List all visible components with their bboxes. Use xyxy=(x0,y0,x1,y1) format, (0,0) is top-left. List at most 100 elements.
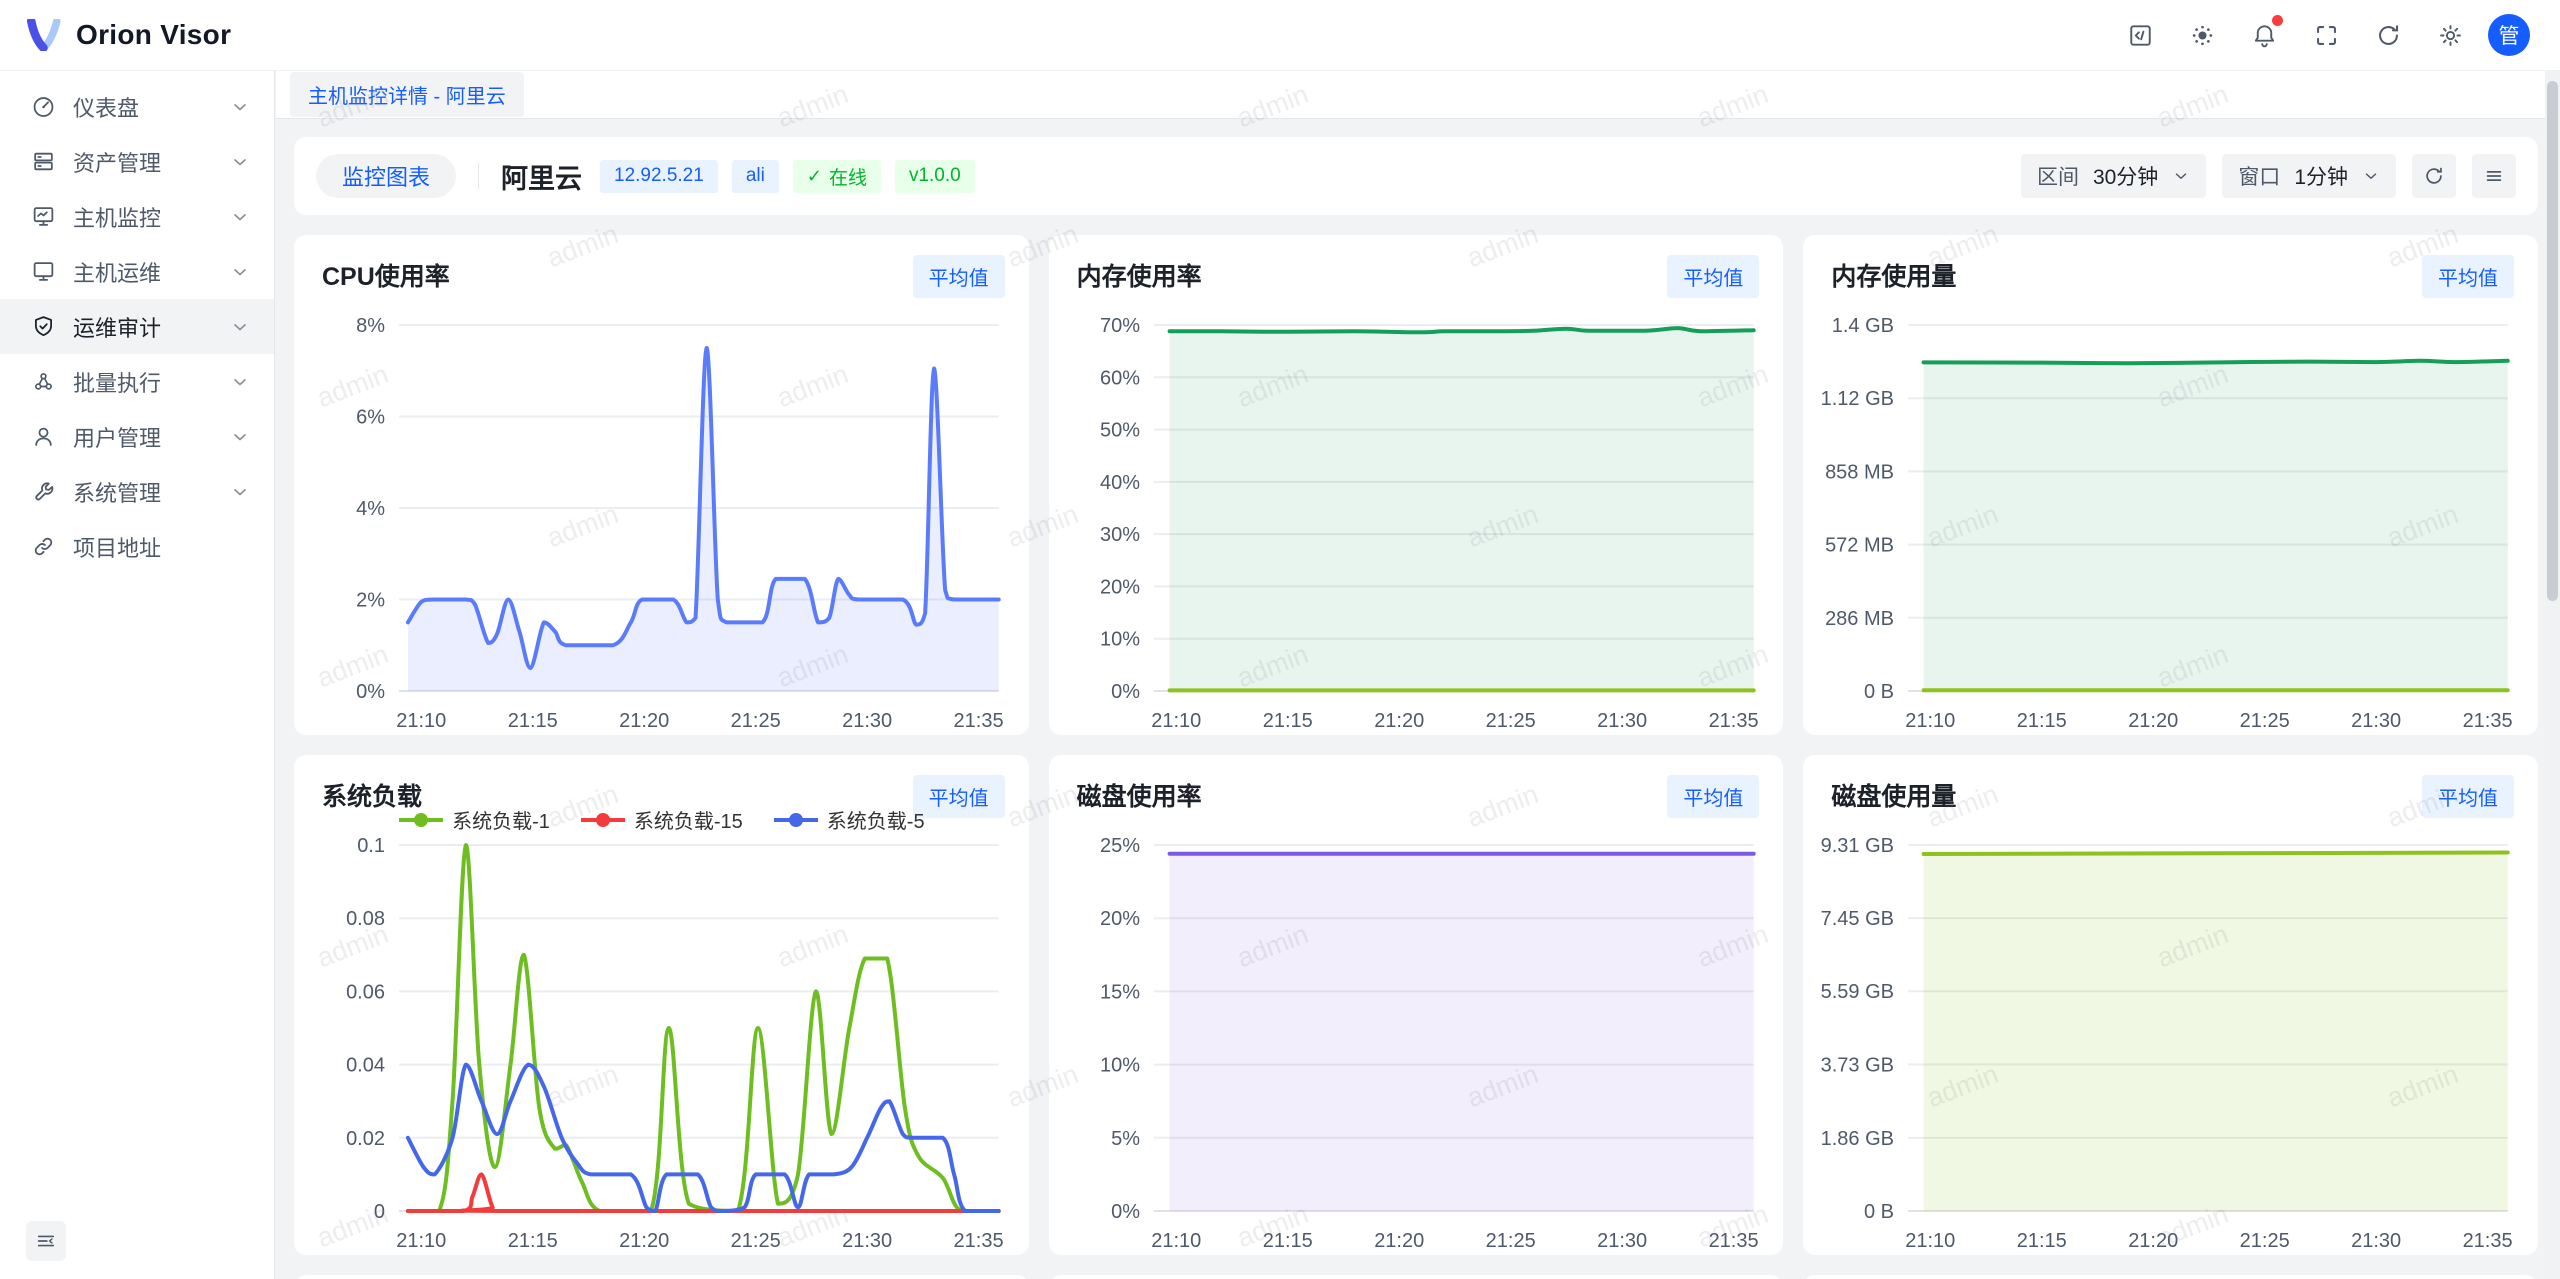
svg-text:21:20: 21:20 xyxy=(1374,1230,1424,1252)
svg-text:21:25: 21:25 xyxy=(2240,710,2290,732)
svg-text:21:25: 21:25 xyxy=(731,1230,781,1252)
host-version-tag: v1.0.0 xyxy=(895,160,975,193)
svg-text:21:35: 21:35 xyxy=(1708,1230,1758,1252)
chart-card xyxy=(1049,1275,1784,1279)
svg-text:15%: 15% xyxy=(1100,981,1140,1003)
svg-text:21:35: 21:35 xyxy=(1708,710,1758,732)
chevron-down-icon xyxy=(230,262,250,282)
brand[interactable]: Orion Visor xyxy=(26,19,231,51)
legend-item[interactable]: 系统负载-1 xyxy=(398,805,550,834)
svg-text:21:25: 21:25 xyxy=(731,710,781,732)
sidebar-item-system[interactable]: 系统管理 xyxy=(0,464,274,519)
svg-text:286 MB: 286 MB xyxy=(1825,608,1894,630)
svg-text:0%: 0% xyxy=(356,681,385,703)
settings-button[interactable] xyxy=(2426,11,2474,59)
chevron-down-icon xyxy=(230,372,250,392)
refresh-button[interactable] xyxy=(2364,11,2412,59)
chart-title: CPU使用率 xyxy=(322,257,450,293)
sidebar-item-label: 运维审计 xyxy=(73,311,230,343)
menu-icon xyxy=(2483,165,2505,187)
monitor-chart-tab-button[interactable]: 监控图表 xyxy=(316,154,456,198)
bell-button[interactable] xyxy=(2240,11,2288,59)
sidebar-item-host-ops[interactable]: 主机运维 xyxy=(0,244,274,299)
svg-text:20%: 20% xyxy=(1100,908,1140,930)
refresh-icon xyxy=(2375,22,2402,49)
window-value: 1分钟 xyxy=(2294,161,2348,191)
sidebar-item-link[interactable]: 项目地址 xyxy=(0,519,274,574)
range-select[interactable]: 区间 30分钟 xyxy=(2021,154,2206,198)
svg-text:60%: 60% xyxy=(1100,367,1140,389)
svg-text:21:10: 21:10 xyxy=(1906,710,1956,732)
svg-text:21:30: 21:30 xyxy=(2351,1230,2401,1252)
svg-text:50%: 50% xyxy=(1100,420,1140,442)
chart-card-3: 系统负载 平均值 系统负载-1系统负载-15系统负载-5 00.020.040.… xyxy=(294,755,1029,1255)
sidebar-item-dashboard[interactable]: 仪表盘 xyxy=(0,79,274,134)
sidebar-item-label: 主机监控 xyxy=(73,201,230,233)
chart-title: 磁盘使用率 xyxy=(1077,777,1202,813)
svg-text:21:30: 21:30 xyxy=(1597,1230,1647,1252)
legend-item[interactable]: 系统负载-15 xyxy=(580,805,743,834)
svg-text:21:10: 21:10 xyxy=(1151,1230,1201,1252)
svg-text:0.04: 0.04 xyxy=(346,1055,385,1077)
chart-title: 内存使用率 xyxy=(1077,257,1202,293)
theme-button[interactable] xyxy=(2178,11,2226,59)
svg-text:0: 0 xyxy=(374,1201,385,1223)
window-select[interactable]: 窗口 1分钟 xyxy=(2222,154,2396,198)
svg-text:10%: 10% xyxy=(1100,1055,1140,1077)
sidebar-item-users[interactable]: 用户管理 xyxy=(0,409,274,464)
chevron-down-icon xyxy=(230,427,250,447)
svg-text:858 MB: 858 MB xyxy=(1825,461,1894,483)
collapse-sidebar-button[interactable] xyxy=(26,1221,66,1261)
average-badge: 平均值 xyxy=(1667,775,1759,818)
chart-layout-button[interactable] xyxy=(2472,154,2516,198)
svg-text:21:35: 21:35 xyxy=(954,710,1004,732)
sidebar-item-label: 仪表盘 xyxy=(73,91,230,123)
chart-title: 内存使用量 xyxy=(1831,257,1956,293)
tab-host-monitor-detail[interactable]: 主机监控详情 - 阿里云 xyxy=(290,72,524,117)
sidebar-item-host-monitor[interactable]: 主机监控 xyxy=(0,189,274,244)
legend-label: 系统负载-5 xyxy=(827,805,925,834)
series-area xyxy=(1924,853,2508,1212)
svg-text:1.12 GB: 1.12 GB xyxy=(1821,388,1894,410)
svg-text:1.4 GB: 1.4 GB xyxy=(1832,315,1894,337)
sidebar-item-batch[interactable]: 批量执行 xyxy=(0,354,274,409)
legend-item[interactable]: 系统负载-5 xyxy=(773,805,925,834)
sidebar-item-assets[interactable]: 资产管理 xyxy=(0,134,274,189)
svg-text:21:15: 21:15 xyxy=(2017,710,2067,732)
line-chart: 0%10%20%30%40%50%60%70%21:1021:1521:2021… xyxy=(1049,235,1784,735)
next-row-sliver xyxy=(294,1275,2538,1279)
code-button[interactable] xyxy=(2116,11,2164,59)
series-area xyxy=(1169,854,1753,1211)
svg-text:40%: 40% xyxy=(1100,472,1140,494)
top-navbar: Orion Visor 管 xyxy=(0,0,2560,71)
audit-shield-icon xyxy=(30,314,56,340)
scrollbar-thumb[interactable] xyxy=(2547,81,2558,601)
host-name: 阿里云 xyxy=(501,157,582,196)
svg-text:5.59 GB: 5.59 GB xyxy=(1821,981,1894,1003)
chevron-down-icon xyxy=(230,152,250,172)
svg-text:21:30: 21:30 xyxy=(1597,710,1647,732)
sidebar-item-audit-shield[interactable]: 运维审计 xyxy=(0,299,274,354)
svg-text:8%: 8% xyxy=(356,315,385,337)
user-avatar[interactable]: 管 xyxy=(2488,14,2530,56)
chevron-down-icon xyxy=(230,97,250,117)
notification-dot xyxy=(2272,15,2283,26)
host-monitor-icon xyxy=(30,204,56,230)
refresh-charts-button[interactable] xyxy=(2412,154,2456,198)
code-icon xyxy=(2127,22,2154,49)
svg-text:25%: 25% xyxy=(1100,835,1140,857)
app-root: Orion Visor 管 仪表盘 资产管理 主机监控 主机运维 运维审计 批量… xyxy=(0,0,2560,1279)
chart-legend: 系统负载-1 系统负载-15 系统负载-5 xyxy=(294,805,1029,834)
fullscreen-button[interactable] xyxy=(2302,11,2350,59)
range-label: 区间 xyxy=(2037,161,2079,191)
svg-text:0.02: 0.02 xyxy=(346,1128,385,1150)
svg-text:0 B: 0 B xyxy=(1864,1201,1894,1223)
sidebar: 仪表盘 资产管理 主机监控 主机运维 运维审计 批量执行 用户管理 系统管理 xyxy=(0,71,275,1279)
svg-text:21:15: 21:15 xyxy=(1262,1230,1312,1252)
svg-text:7.45 GB: 7.45 GB xyxy=(1821,908,1894,930)
host-status-tag: ✓在线 xyxy=(793,160,881,193)
average-badge: 平均值 xyxy=(1667,255,1759,298)
svg-text:0.06: 0.06 xyxy=(346,981,385,1003)
svg-text:0%: 0% xyxy=(1111,1201,1140,1223)
svg-text:21:20: 21:20 xyxy=(619,1230,669,1252)
